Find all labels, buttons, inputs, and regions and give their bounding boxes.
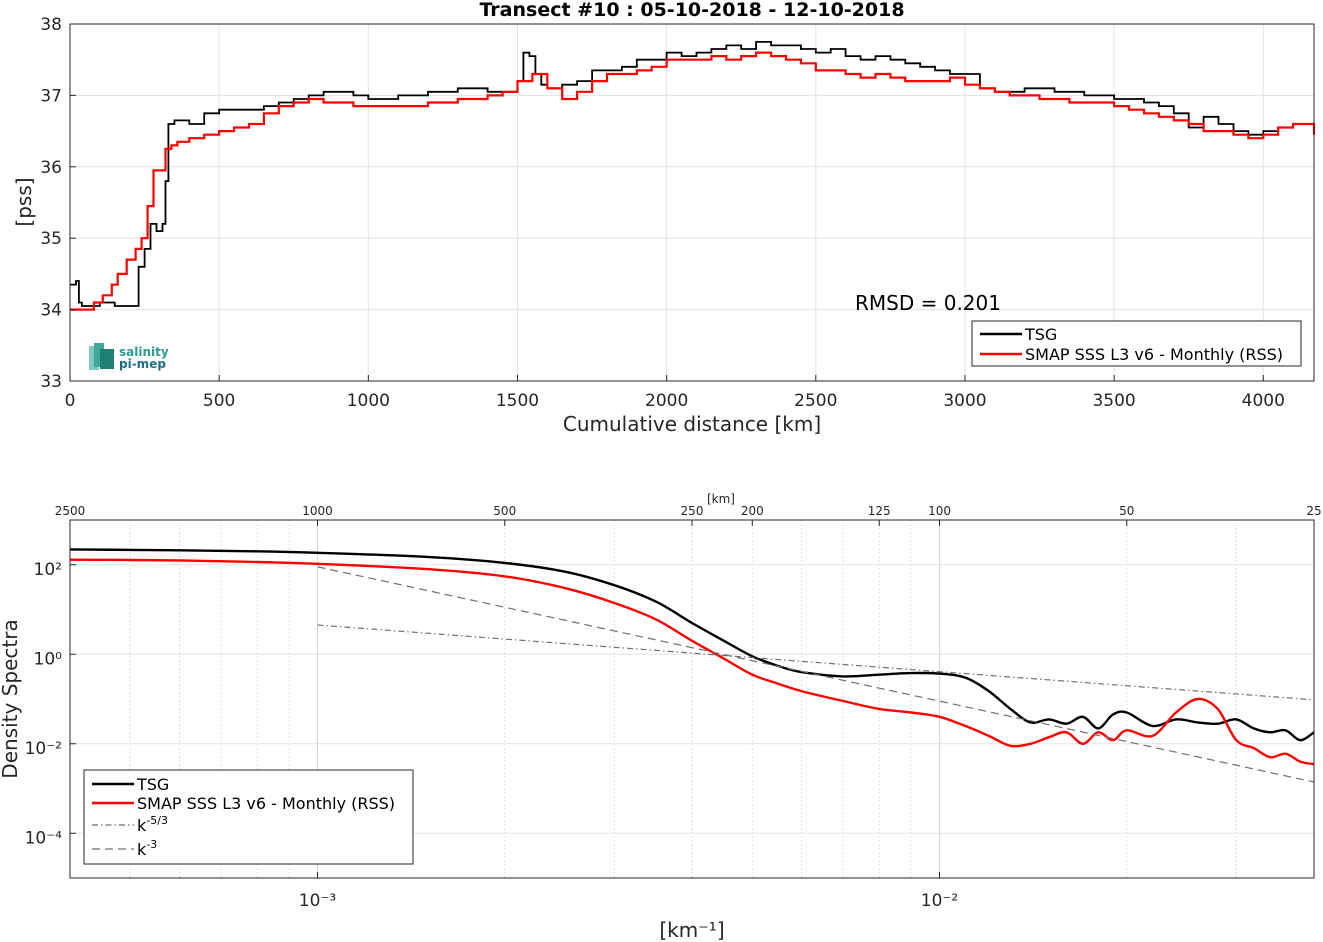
- top-y-axis-label: [pss]: [12, 177, 36, 226]
- top-x-tick-label: 3500: [1092, 391, 1135, 411]
- top-legend-box: [971, 320, 1302, 367]
- bottom-top-axis-ticks: 2500 1000 500 250 200 125 100 50 25: [55, 504, 1322, 526]
- top-axis-tick-label: 100: [928, 504, 951, 518]
- top-x-tick-label: 500: [203, 391, 235, 411]
- logo-mark-mid: [94, 343, 104, 367]
- bottom-x-tick-label: 10⁻²: [921, 891, 958, 911]
- top-axis-unit-label: [km]: [707, 492, 735, 506]
- top-axis-tick-label: 250: [681, 504, 704, 518]
- bottom-series: [70, 548, 1314, 783]
- bottom-x-tick-label: 10⁻³: [299, 891, 336, 911]
- top-legend: TSG SMAP SSS L3 v6 - Monthly (RSS): [971, 320, 1302, 367]
- top-x-ticks: 0 500 1000 1500 2000 2500 3000 3500 4000: [65, 375, 1285, 411]
- top-x-axis-label: Cumulative distance [km]: [563, 412, 821, 436]
- logo-mark-front: [100, 349, 114, 369]
- bottom-legend-label-k53: k-5/3: [137, 814, 168, 835]
- bottom-y-tick-label: 10⁻⁴: [25, 828, 63, 848]
- bottom-legend-label-k3: k-3: [137, 838, 157, 859]
- bottom-series-line-k-5-3: [317, 624, 1314, 701]
- bottom-legend-label-smap: SMAP SSS L3 v6 - Monthly (RSS): [137, 794, 395, 813]
- top-y-tick-label: 38: [40, 15, 62, 35]
- top-chart-title: Transect #10 : 05-10-2018 - 12-10-2018: [479, 0, 904, 21]
- top-y-tick-label: 35: [40, 229, 62, 249]
- top-y-tick-label: 37: [40, 86, 62, 106]
- top-x-tick-label: 3000: [943, 391, 986, 411]
- top-series: [70, 41, 1316, 311]
- top-axis-tick-label: 1000: [302, 504, 333, 518]
- top-axis-tick-label: 200: [741, 504, 764, 518]
- top-series-line-smap: [70, 51, 1316, 311]
- logo-line1: salinity: [119, 345, 169, 359]
- top-axis-tick-label: 25: [1306, 504, 1321, 518]
- bottom-legend: TSG SMAP SSS L3 v6 - Monthly (RSS) k-5/3…: [83, 769, 414, 865]
- top-legend-label-tsg: TSG: [1024, 325, 1057, 344]
- bottom-y-axis-label: Density Spectra: [0, 619, 22, 778]
- top-axis-tick-label: 50: [1119, 504, 1134, 518]
- logo-line2: pi-mep: [119, 357, 166, 371]
- bottom-legend-box: [83, 769, 414, 865]
- top-series-line-tsg: [70, 41, 1315, 307]
- bottom-y-tick-label: 10⁰: [34, 649, 63, 669]
- bottom-legend-label-tsg: TSG: [136, 775, 169, 794]
- top-x-tick-label: 1000: [347, 391, 390, 411]
- top-axis-tick-label: 125: [868, 504, 891, 518]
- top-x-tick-label: 2000: [645, 391, 688, 411]
- density-spectra-chart: 10⁻³ 10⁻² 10⁻⁴ 10⁻² 10⁰ 10² 2500 1000 500 250 20…: [0, 492, 1322, 942]
- salinity-transect-chart: 0 500 1000 1500 2000 2500 3000 3500 4000 3334353…: [12, 0, 1316, 436]
- bottom-y-tick-label: 10⁻²: [25, 739, 62, 759]
- top-y-tick-label: 33: [40, 372, 62, 392]
- bottom-y-ticks: 10⁻⁴ 10⁻² 10⁰ 10²: [25, 560, 76, 848]
- top-y-tick-label: 36: [40, 158, 62, 178]
- top-y-ticks: 33 34 35 36 37 38: [40, 15, 76, 392]
- rmsd-annotation: RMSD = 0.201: [855, 291, 1001, 315]
- bottom-y-tick-label: 10²: [34, 560, 62, 580]
- bottom-series-line-smap: [70, 558, 1314, 766]
- top-legend-label-smap: SMAP SSS L3 v6 - Monthly (RSS): [1025, 345, 1283, 364]
- bottom-x-axis-label: [km⁻¹]: [659, 918, 724, 942]
- top-y-tick-label: 34: [40, 301, 62, 321]
- salinity-pi-mep-logo: salinity pi-mep: [89, 343, 169, 371]
- top-x-tick-label: 1500: [496, 391, 539, 411]
- top-axis-tick-label: 2500: [55, 504, 86, 518]
- top-x-tick-label: 4000: [1242, 391, 1285, 411]
- top-x-tick-label: 2500: [794, 391, 837, 411]
- bottom-series-line-tsg: [70, 548, 1314, 742]
- top-axes-box: [69, 23, 1315, 382]
- top-axis-tick-label: 500: [493, 504, 516, 518]
- bottom-x-ticks: 10⁻³ 10⁻²: [299, 872, 958, 911]
- top-x-tick-label: 0: [65, 391, 76, 411]
- bottom-series-line-k-3: [317, 566, 1314, 783]
